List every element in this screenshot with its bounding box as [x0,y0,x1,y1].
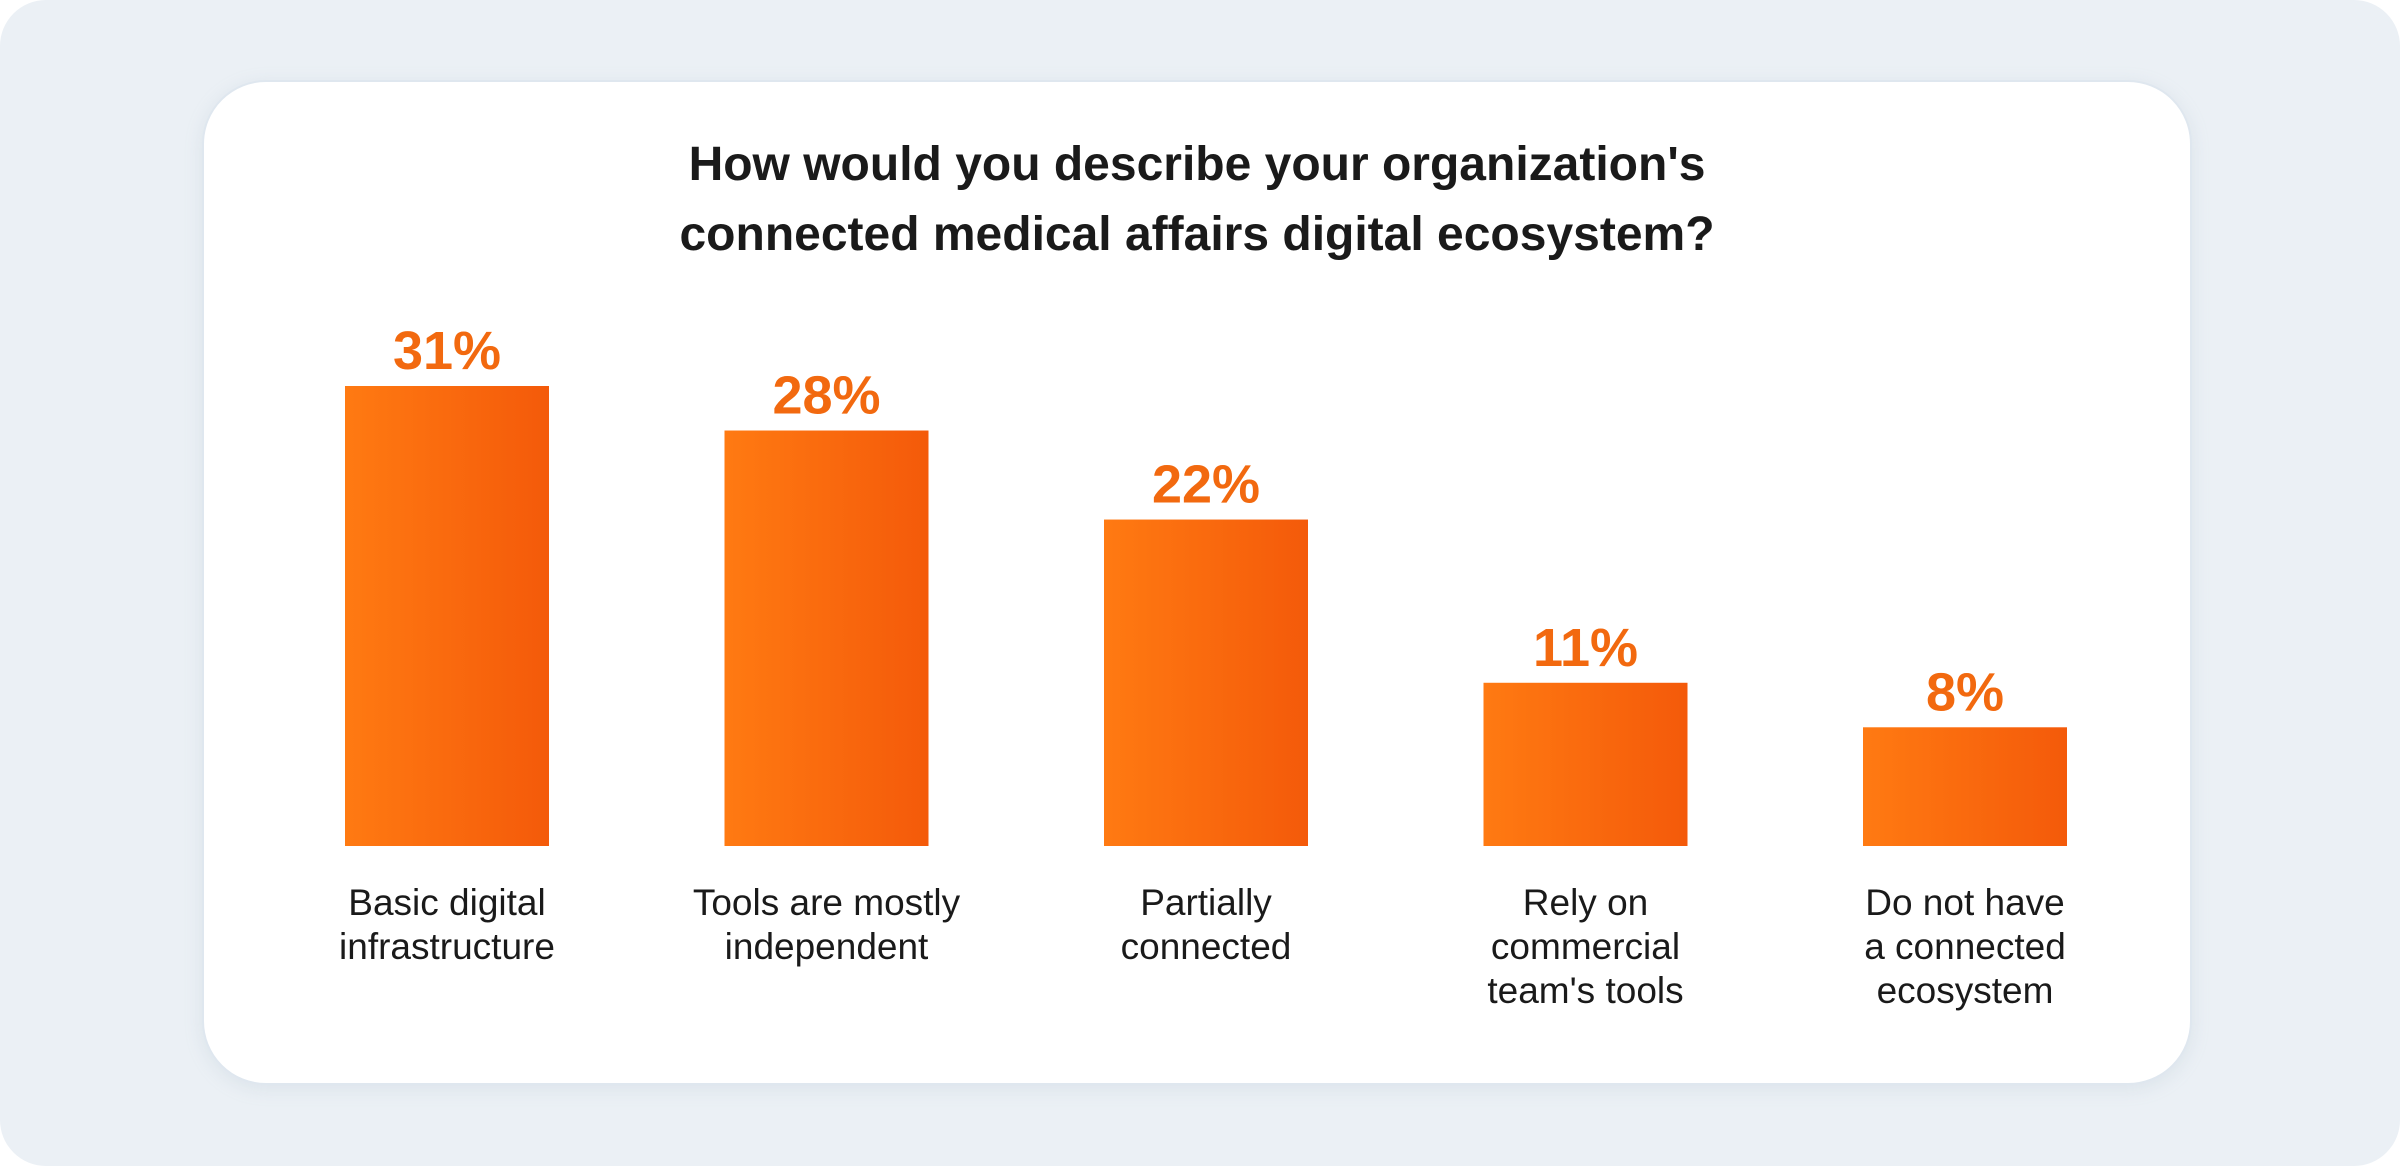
category-label-line: connected [1121,926,1292,967]
category-label-line: Tools are mostly [693,882,961,923]
category-label-line: team's tools [1487,970,1683,1011]
chart-title: How would you describe your organization… [202,130,2192,270]
category-label-3: Partially connected [1121,882,1292,967]
category-label-line: ecosystem [1877,970,2054,1011]
category-label-line: Rely on [1523,882,1648,923]
value-label-5: 8% [1926,662,2004,722]
value-label-3: 22% [1152,455,1260,515]
chart-title-line-2: connected medical affairs digital ecosys… [679,208,1715,261]
bars-group [345,386,2067,846]
bar-2 [724,430,929,846]
bar-3 [1104,519,1308,846]
category-label-line: Partially [1140,882,1272,923]
bar-5 [1863,727,2067,846]
bar-1 [345,386,549,846]
category-label-4: Rely on commercial team's tools [1487,882,1683,1011]
value-label-2: 28% [772,366,880,426]
category-label-line: independent [725,926,929,967]
bar-4 [1483,682,1688,846]
value-label-4: 11% [1533,618,1638,678]
category-label-5: Do not have a connected ecosystem [1864,882,2066,1011]
category-label-line: Basic digital [348,882,545,923]
chart-title-line-1: How would you describe your organization… [688,138,1706,191]
value-labels-group: 31% 28% 22% 11% 8% [393,321,2004,722]
category-label-line: commercial [1491,926,1680,967]
category-label-1: Basic digital infrastructure [339,882,555,967]
value-label-1: 31% [393,321,501,381]
category-label-line: infrastructure [339,926,555,967]
category-labels-group: Basic digital infrastructure Tools are mos… [339,882,2066,1011]
category-label-line: a connected [1864,926,2066,967]
category-label-2: Tools are mostly independent [693,882,961,967]
category-label-line: Do not have [1865,882,2065,923]
